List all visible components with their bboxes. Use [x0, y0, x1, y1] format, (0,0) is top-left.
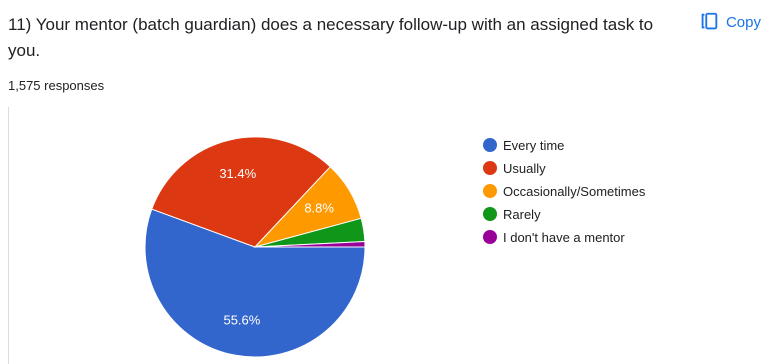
- legend-swatch-occasionally-sometimes: [483, 184, 497, 198]
- legend-swatch-every-time: [483, 138, 497, 152]
- pie-chart: 55.6% 31.4% 8.8% Every time Usually Occasiona…: [144, 136, 646, 358]
- question-title: 11) Your mentor (batch guardian) does a …: [8, 15, 654, 60]
- legend-label-every-time: Every time: [503, 138, 564, 153]
- pie-label-occasionally-sometimes: 8.8%: [304, 201, 334, 216]
- legend-label-occasionally-sometimes: Occasionally/Sometimes: [503, 184, 646, 199]
- pie-slice-i-don-t-have-a-mentor[interactable]: [254, 240, 366, 248]
- legend-item-occasionally-sometimes[interactable]: Occasionally/Sometimes: [483, 184, 646, 199]
- chart-area: 55.6% 31.4% 8.8% Every time Usually Occasiona…: [8, 107, 775, 364]
- legend-item-every-time[interactable]: Every time: [483, 138, 564, 153]
- legend-swatch-rarely: [483, 207, 497, 221]
- legend-item-rarely[interactable]: Rarely: [483, 207, 541, 222]
- legend-label-usually: Usually: [503, 161, 546, 176]
- legend-swatch-usually: [483, 161, 497, 175]
- legend-label-i-don-t-have-a-mentor: I don't have a mentor: [503, 230, 625, 245]
- response-count: 1,575 responses: [8, 78, 105, 93]
- copy-label: Copy: [725, 13, 761, 31]
- copy-button[interactable]: Copy: [698, 8, 761, 36]
- pie-label-usually: 31.4%: [219, 166, 256, 181]
- copy-icon: [701, 12, 718, 30]
- pie-label-every-time: 55.6%: [223, 313, 260, 328]
- legend-item-usually[interactable]: Usually: [483, 161, 546, 176]
- pie-slice-usually[interactable]: [151, 136, 332, 248]
- legend-label-rarely: Rarely: [503, 207, 541, 222]
- legend-item-i-don-t-have-a-mentor[interactable]: I don't have a mentor: [483, 230, 625, 245]
- pie-slice-every-time[interactable]: [144, 208, 366, 358]
- legend-swatch-i-don-t-have-a-mentor: [483, 230, 497, 244]
